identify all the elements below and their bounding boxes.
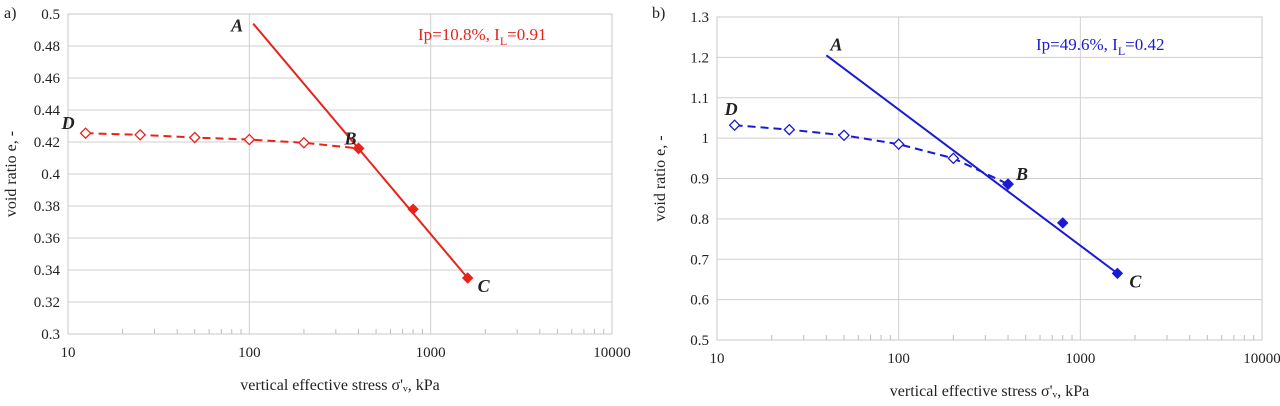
y-tick-label: 0.48 (34, 39, 60, 55)
point-label-a: A (230, 16, 243, 36)
plasticity-annotation: Ip=10.8%, IL=0.91 (418, 25, 547, 48)
filled-diamond-point (1111, 267, 1124, 280)
panel-label: b) (652, 5, 665, 22)
open-diamond-point (947, 152, 960, 165)
y-tick-label: 0.4 (41, 167, 60, 183)
y-tick-label: 0.46 (34, 71, 61, 87)
open-diamond-point (783, 123, 796, 136)
open-diamond-point (892, 138, 905, 151)
y-tick-label: 1.3 (690, 10, 709, 26)
series-dashed-line (734, 124, 1009, 186)
x-tick-label: 100 (238, 345, 261, 361)
x-axis-label: vertical effective stress σ'ᵥ, kPa (890, 383, 1089, 400)
x-tick-label: 10000 (593, 345, 631, 361)
point-label-c: C (1129, 271, 1142, 291)
y-tick-label: 0.38 (34, 199, 60, 215)
x-axis-label: vertical effective stress σ'ᵥ, kPa (240, 377, 439, 394)
filled-diamond-point (1057, 217, 1069, 229)
filled-diamond-point (461, 272, 474, 284)
filled-diamond-point (407, 203, 419, 215)
y-tick-label: 0.9 (690, 172, 709, 188)
y-axis-label: void ratio e, - (3, 131, 20, 217)
series-dashed-line (85, 132, 359, 150)
y-tick-label: 1.1 (690, 91, 709, 107)
y-tick-label: 0.5 (690, 333, 709, 349)
point-label-c: C (478, 276, 491, 296)
y-axis-label: void ratio e, - (652, 135, 669, 221)
y-tick-label: 0.7 (690, 252, 709, 268)
panel-label: a) (4, 5, 16, 22)
x-tick-label: 1000 (1065, 351, 1095, 367)
point-label-b: B (344, 128, 357, 148)
x-tick-label: 10 (710, 351, 725, 367)
y-tick-label: 1.2 (690, 50, 709, 66)
x-tick-label: 10 (61, 345, 76, 361)
plasticity-annotation: Ip=49.6%, IL=0.42 (1036, 35, 1165, 58)
y-tick-label: 1 (702, 131, 710, 147)
y-tick-label: 0.6 (690, 293, 709, 309)
open-diamond-point (243, 133, 256, 146)
open-diamond-point (728, 119, 741, 132)
x-tick-label: 1000 (416, 345, 446, 361)
y-tick-label: 0.8 (690, 212, 709, 228)
open-diamond-point (838, 129, 850, 142)
plot-frame (716, 16, 1263, 341)
chart-panel-2: 0.5 0.6 0.7 0.8 0.9 1 1.1 1.2 1.3 10 100 1000 10000 v… (652, 5, 1280, 400)
y-tick-label: 0.42 (34, 135, 60, 151)
filled-diamond-point (352, 142, 365, 155)
x-tick-label: 10000 (1243, 351, 1280, 367)
y-tick-label: 0.44 (34, 103, 61, 119)
open-diamond-point (298, 136, 310, 149)
open-diamond-point (79, 127, 92, 140)
point-label-d: D (724, 99, 738, 119)
open-diamond-point (188, 131, 201, 144)
plot-frame (67, 13, 613, 335)
point-label-a: A (829, 34, 842, 54)
y-tick-label: 0.34 (34, 263, 61, 279)
chart-panel-1: 0.3 0.32 0.34 0.36 0.38 0.4 0.42 0.44 0.46 0.48 0.… (3, 5, 631, 394)
series-solid-line (825, 54, 1119, 275)
y-tick-label: 0.5 (41, 7, 60, 23)
x-tick-label: 100 (887, 351, 910, 367)
open-diamond-point (134, 128, 147, 141)
filled-diamond-point (1002, 178, 1014, 190)
y-tick-label: 0.36 (34, 231, 61, 247)
y-tick-label: 0.3 (41, 327, 60, 343)
y-tick-label: 0.32 (34, 295, 60, 311)
point-label-b: B (1015, 164, 1028, 184)
point-label-d: D (61, 113, 75, 133)
